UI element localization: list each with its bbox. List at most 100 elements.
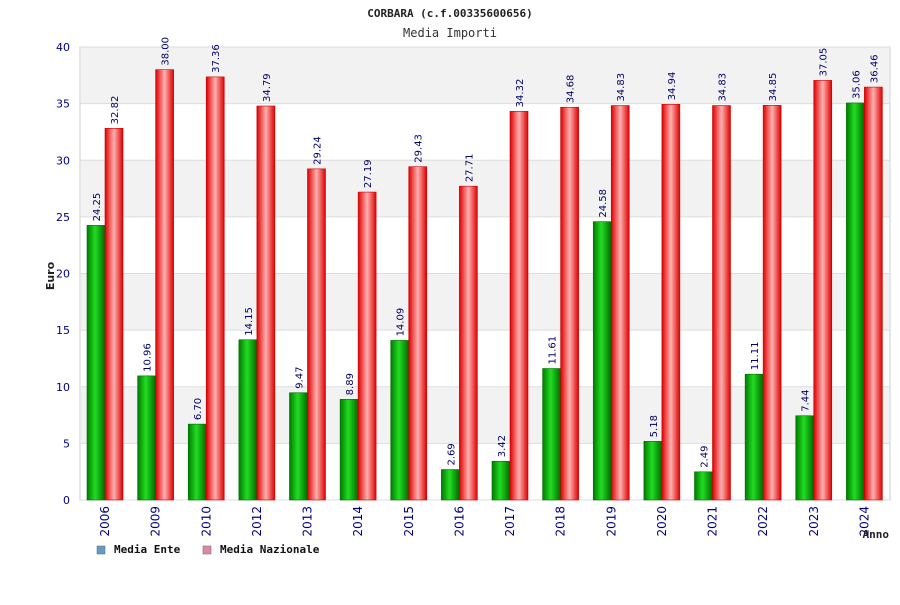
y-tick-label: 10 xyxy=(56,381,70,394)
y-tick-label: 30 xyxy=(56,154,70,167)
data-label: 38.00 xyxy=(161,37,172,66)
data-label: 34.68 xyxy=(566,75,577,104)
data-label: 34.79 xyxy=(262,73,273,102)
data-label: 9.47 xyxy=(295,366,306,388)
data-label: 32.82 xyxy=(110,96,121,125)
y-tick-label: 20 xyxy=(56,268,70,281)
x-axis-ticks: 2006 2009 2010 2012 2013 2014 2015 2016 2017 2018… xyxy=(98,506,871,537)
x-tick-label: 2013 xyxy=(301,506,315,537)
bar-media-nazionale xyxy=(762,105,782,501)
data-label: 3.42 xyxy=(497,435,508,457)
data-label: 2.49 xyxy=(700,446,711,468)
y-tick-label: 5 xyxy=(63,437,70,450)
bar-media-ente xyxy=(187,423,207,501)
bar-media-ente xyxy=(795,415,815,501)
data-label: 34.85 xyxy=(768,73,779,102)
data-label: 14.09 xyxy=(396,308,407,337)
bar-media-ente xyxy=(289,392,308,501)
x-tick-label: 2012 xyxy=(250,506,264,537)
bar-media-nazionale xyxy=(104,128,124,501)
x-tick-label: 2023 xyxy=(807,506,821,537)
legend-label-media-nazionale: Media Nazionale xyxy=(220,543,320,556)
bar-media-nazionale xyxy=(712,105,731,501)
x-tick-label: 2009 xyxy=(149,506,163,537)
bar-media-ente xyxy=(694,471,713,501)
legend-swatch-media-nazionale xyxy=(202,545,212,555)
y-tick-label: 25 xyxy=(56,211,70,224)
bar-media-ente xyxy=(238,339,258,501)
x-tick-label: 2020 xyxy=(655,506,669,537)
y-tick-label: 35 xyxy=(56,98,70,111)
bar-media-nazionale xyxy=(864,86,883,501)
data-label: 34.94 xyxy=(667,72,678,101)
bar-media-ente xyxy=(542,368,561,501)
x-tick-label: 2014 xyxy=(351,506,365,537)
x-tick-label: 2019 xyxy=(604,506,618,537)
data-label: 29.24 xyxy=(313,136,324,165)
data-label: 6.70 xyxy=(193,398,204,420)
bar-media-nazionale xyxy=(307,168,326,501)
y-tick-label: 0 xyxy=(63,494,70,507)
x-tick-label: 2017 xyxy=(503,506,517,537)
bar-media-nazionale xyxy=(813,80,833,501)
x-tick-label: 2016 xyxy=(452,506,466,537)
chart-subtitle: Media Importi xyxy=(403,26,497,40)
data-label: 8.89 xyxy=(345,373,356,395)
bar-media-nazionale xyxy=(256,105,276,501)
data-label: 35.06 xyxy=(851,70,862,99)
x-axis-label: Anno xyxy=(863,528,890,541)
bar-media-nazionale xyxy=(459,185,478,501)
data-label: 2.69 xyxy=(446,443,457,465)
x-tick-label: 2006 xyxy=(98,506,112,537)
bar-media-ente xyxy=(86,225,106,501)
bar-media-nazionale xyxy=(610,105,630,501)
chart-title: CORBARA (c.f.00335600656) xyxy=(367,7,533,20)
bar-media-ente xyxy=(137,375,156,501)
data-label: 37.05 xyxy=(819,48,830,77)
x-tick-label: 2015 xyxy=(402,506,416,537)
bar-media-nazionale xyxy=(560,106,579,501)
y-tick-label: 15 xyxy=(56,324,70,337)
data-label: 5.18 xyxy=(649,415,660,437)
bar-media-ente xyxy=(846,102,865,501)
bars xyxy=(86,69,883,501)
data-label: 10.96 xyxy=(143,343,154,372)
legend: Media Ente Media Nazionale xyxy=(96,543,320,556)
bar-media-ente xyxy=(592,221,612,501)
bar-media-ente xyxy=(390,340,410,501)
data-label: 24.25 xyxy=(92,193,103,222)
data-label: 27.19 xyxy=(363,159,374,188)
data-label: 11.11 xyxy=(750,342,761,371)
x-tick-label: 2022 xyxy=(756,506,770,537)
data-label: 7.44 xyxy=(801,389,812,411)
legend-swatch-media-ente xyxy=(96,545,106,555)
x-tick-label: 2010 xyxy=(199,506,213,537)
bar-media-ente xyxy=(441,469,460,501)
data-label: 36.46 xyxy=(869,54,880,83)
data-label: 14.15 xyxy=(244,307,255,336)
data-label: 34.83 xyxy=(718,73,729,102)
data-label: 27.71 xyxy=(464,154,475,183)
data-label: 29.43 xyxy=(414,134,425,163)
bar-media-ente xyxy=(643,441,663,501)
y-axis-ticks: 0 5 10 15 20 25 30 35 40 xyxy=(56,41,70,507)
bar-media-nazionale xyxy=(357,191,377,501)
data-label: 24.58 xyxy=(598,189,609,218)
x-tick-label: 2018 xyxy=(554,506,568,537)
data-labels: 24.25 32.82 10.96 38.00 6.70 37.36 14.15 34.79 9… xyxy=(92,37,880,468)
data-label: 37.36 xyxy=(211,44,222,73)
bar-media-ente xyxy=(744,373,764,501)
data-label: 34.32 xyxy=(515,79,526,108)
bar-media-nazionale xyxy=(408,166,428,501)
data-label: 11.61 xyxy=(548,336,559,365)
y-tick-label: 40 xyxy=(56,41,70,54)
bar-media-nazionale xyxy=(661,104,681,501)
x-tick-label: 2021 xyxy=(706,506,720,537)
bar-media-nazionale xyxy=(205,76,225,501)
data-label: 34.83 xyxy=(616,73,627,102)
legend-label-media-ente: Media Ente xyxy=(114,543,181,556)
x-tick-label: 2024 xyxy=(857,506,871,537)
y-axis-label: Euro xyxy=(44,261,57,290)
